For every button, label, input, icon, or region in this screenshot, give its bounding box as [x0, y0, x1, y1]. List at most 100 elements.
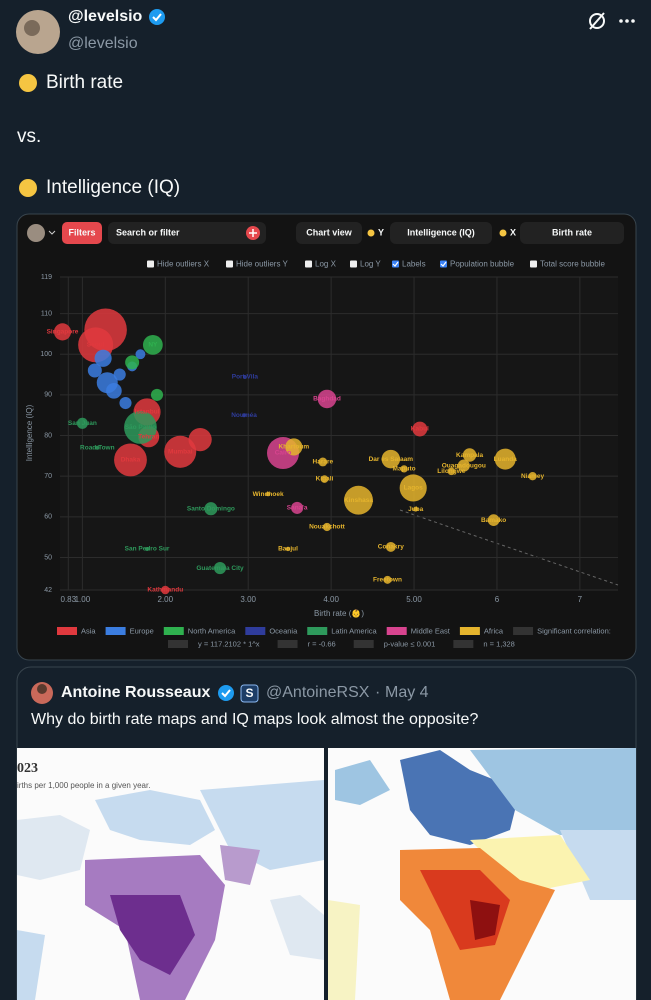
- x-tick-label: 0.83: [61, 595, 77, 604]
- point-label: Dhaka: [121, 457, 141, 464]
- point-label: Khartoum: [278, 444, 309, 451]
- y-tick-label: 110: [41, 310, 52, 317]
- checkbox: [305, 260, 312, 268]
- affiliate-letter: S: [245, 686, 253, 700]
- point-label: Nouakchott: [309, 524, 346, 531]
- point-label: Nouméa: [231, 412, 257, 419]
- option-label: Hide outliers Y: [236, 260, 289, 269]
- legend-label: Oceania: [269, 626, 298, 635]
- option-label: Hide outliers X: [157, 260, 210, 269]
- bubble: [381, 449, 401, 469]
- bubble: [285, 546, 291, 552]
- point-label: San Juan: [68, 420, 97, 427]
- chart-view-label: Chart view: [306, 227, 353, 237]
- bubble: [124, 410, 157, 444]
- bubble: [76, 417, 88, 429]
- point-label: Banjul: [278, 546, 298, 553]
- point-label: Lagos: [404, 485, 424, 492]
- trend-line: [399, 509, 619, 586]
- y-tick-label: 100: [40, 351, 52, 358]
- bubble: [412, 421, 428, 437]
- bubble: [383, 575, 392, 584]
- legend-swatch: [57, 627, 77, 635]
- x-tick-label: 5.00: [406, 595, 422, 604]
- quote-handle: @AntoineRSX: [266, 684, 370, 701]
- iq-map: [328, 748, 636, 1000]
- bubble: [344, 485, 373, 515]
- bubble: [145, 546, 150, 551]
- point-label: Maputo: [393, 466, 416, 473]
- point-label: Guatemala City: [196, 565, 244, 572]
- y-selector: [390, 222, 492, 244]
- bubble: [87, 363, 102, 378]
- checkbox: [350, 260, 357, 268]
- bubble: [150, 388, 164, 401]
- y-tick-label: 119: [41, 274, 52, 281]
- author-name[interactable]: @levelsio: [68, 8, 143, 25]
- verified-badge: [218, 685, 234, 701]
- legend-swatch: [459, 627, 480, 635]
- option-label: Labels: [402, 260, 426, 269]
- x-selector-value: Birth rate: [552, 227, 592, 237]
- point-label: Bamako: [481, 517, 506, 524]
- point-label: Ouagadougou: [442, 462, 486, 469]
- point-label: Harare: [313, 459, 334, 466]
- bubble: [106, 382, 122, 399]
- bubble: [188, 427, 212, 452]
- checkbox: [530, 260, 537, 268]
- option-label: Population bubble: [450, 260, 515, 269]
- legend-swatch: [307, 627, 328, 635]
- tweet-line: Intelligence (IQ): [46, 177, 180, 198]
- point-label: Mumbai: [168, 449, 193, 456]
- grok-icon[interactable]: [589, 13, 605, 29]
- y-tick-label: 50: [44, 554, 52, 561]
- stat-swatch: [277, 640, 298, 648]
- point-label: Istanbul: [135, 409, 160, 416]
- more-button[interactable]: [619, 19, 635, 23]
- bubble: [318, 457, 328, 467]
- verified-check: [152, 13, 162, 22]
- y-tick-label: 90: [44, 392, 52, 399]
- y-tick-label: 70: [44, 473, 52, 480]
- stat-label: p-value ≤ 0.001: [384, 639, 436, 648]
- y-tick-label: 42: [44, 587, 52, 594]
- bubble: [285, 438, 303, 456]
- point-label: Cairo: [275, 450, 292, 457]
- affiliate-badge: [240, 684, 259, 703]
- point-label: São Paulo: [125, 424, 156, 431]
- bubble: [385, 541, 396, 552]
- bubble: [125, 355, 140, 370]
- bubble: [242, 413, 247, 418]
- y-selector-value: Intelligence (IQ): [407, 227, 475, 237]
- quote-author: Antoine Rousseaux: [61, 684, 210, 701]
- x-tick-label: 3.00: [240, 595, 256, 604]
- bubble: [462, 448, 477, 462]
- legend-swatch: [513, 627, 534, 635]
- y-tick-label: 80: [44, 432, 52, 439]
- stat-label: r = -0.66: [308, 639, 336, 648]
- legend-label: Asia: [81, 626, 96, 635]
- bubble: [135, 349, 146, 360]
- quote-text: Why do birth rate maps and IQ maps look …: [31, 711, 478, 728]
- bubble: [213, 561, 227, 575]
- point-label: Singapore: [47, 329, 79, 336]
- bubble: [494, 448, 516, 470]
- bubble: [242, 374, 247, 379]
- legend-swatch: [245, 627, 266, 635]
- x-axis-label: Birth rate (👶): [314, 608, 364, 618]
- point-label: Port Vila: [232, 374, 259, 381]
- point-label: Luanda: [494, 456, 517, 463]
- bubble: [291, 501, 304, 514]
- search-placeholder: Search or filter: [116, 227, 180, 237]
- point-label: Kigali: [316, 476, 334, 483]
- bubble: [204, 502, 218, 516]
- point-label: Tehran: [138, 433, 159, 440]
- bubble: [265, 491, 271, 497]
- bubble: [142, 334, 163, 355]
- hand-emoji: [499, 229, 507, 237]
- bubble: [399, 474, 427, 502]
- point-label: Road Town: [80, 444, 115, 451]
- author-handle[interactable]: @levelsio: [68, 35, 138, 52]
- point-label: Kabul: [411, 426, 429, 433]
